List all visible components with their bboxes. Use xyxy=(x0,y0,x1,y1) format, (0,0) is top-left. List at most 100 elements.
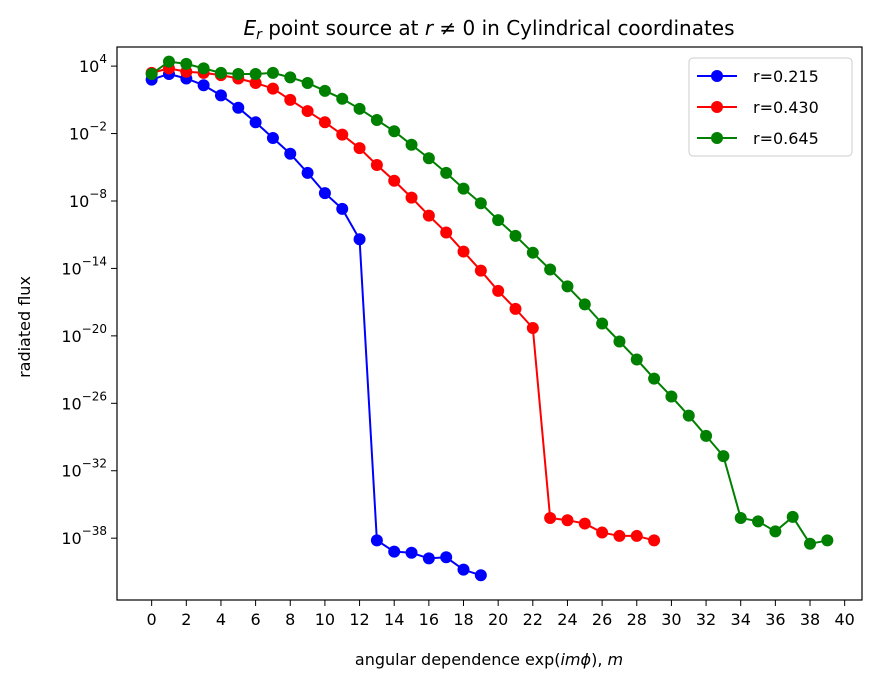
y-tick-label: 10−14 xyxy=(61,254,107,278)
data-point xyxy=(561,280,574,293)
x-tick-label: 6 xyxy=(251,610,261,629)
data-point xyxy=(457,182,470,195)
y-tick-label: 104 xyxy=(79,52,107,76)
x-tick-label: 24 xyxy=(557,610,577,629)
data-point xyxy=(336,202,349,215)
data-point xyxy=(613,529,626,542)
y-tick-label: 10−26 xyxy=(61,389,107,413)
x-tick-label: 12 xyxy=(349,610,369,629)
y-tick-label: 10−32 xyxy=(61,457,107,481)
data-point xyxy=(405,546,418,559)
x-tick-label: 10 xyxy=(315,610,335,629)
data-point xyxy=(492,214,505,227)
x-tick-label: 36 xyxy=(765,610,785,629)
data-point xyxy=(249,67,262,80)
y-tick-label: 10−38 xyxy=(61,524,107,548)
y-tick-label: 10−2 xyxy=(69,120,107,144)
legend-label: r=0.215 xyxy=(753,67,819,86)
series-line-2 xyxy=(151,60,828,545)
data-point xyxy=(630,529,643,542)
data-point xyxy=(232,67,245,80)
data-point xyxy=(249,116,262,129)
x-tick-label: 38 xyxy=(800,610,820,629)
data-point xyxy=(318,187,331,200)
data-point xyxy=(578,298,591,311)
data-point xyxy=(388,174,401,187)
data-point xyxy=(284,93,297,106)
x-tick-label: 0 xyxy=(147,610,157,629)
x-tick-label: 16 xyxy=(419,610,439,629)
data-point xyxy=(596,317,609,330)
data-point xyxy=(561,514,574,527)
y-tick-label: 10−20 xyxy=(61,322,107,346)
x-tick-label: 2 xyxy=(181,610,191,629)
x-tick-label: 4 xyxy=(216,610,226,629)
x-tick-label: 34 xyxy=(731,610,751,629)
data-point xyxy=(509,302,522,315)
data-point xyxy=(474,264,487,277)
data-point xyxy=(249,76,262,89)
x-tick-label: 30 xyxy=(661,610,681,629)
data-point xyxy=(752,515,765,528)
data-point xyxy=(214,66,227,79)
data-point xyxy=(769,525,782,538)
data-point xyxy=(717,450,730,463)
data-point xyxy=(422,209,435,222)
data-point xyxy=(284,71,297,84)
data-point xyxy=(353,102,366,115)
data-point xyxy=(440,226,453,239)
data-point xyxy=(440,551,453,564)
data-point xyxy=(232,101,245,114)
x-axis-label: angular dependence exp(imϕ), m xyxy=(355,650,623,669)
y-axis-label: radiated flux xyxy=(15,276,34,378)
data-point xyxy=(318,116,331,129)
x-tick-label: 28 xyxy=(627,610,647,629)
y-axis: 104 10−2 10−8 10−14 10−20 10−26 10−32 10−38 xyxy=(61,52,117,548)
data-point xyxy=(180,57,193,70)
data-point xyxy=(648,372,661,385)
data-point xyxy=(197,79,210,92)
data-point xyxy=(804,537,817,550)
data-point xyxy=(266,132,279,145)
data-point xyxy=(682,409,695,422)
data-point xyxy=(474,197,487,210)
data-point xyxy=(214,89,227,102)
data-point xyxy=(509,229,522,242)
x-tick-label: 26 xyxy=(592,610,612,629)
legend-label: r=0.645 xyxy=(753,129,819,148)
data-point xyxy=(388,545,401,558)
plot-frame xyxy=(116,46,863,601)
data-point xyxy=(336,92,349,105)
legend-marker xyxy=(711,132,723,144)
data-point xyxy=(266,82,279,95)
x-tick-label: 18 xyxy=(453,610,473,629)
legend-marker xyxy=(711,101,723,113)
data-point xyxy=(630,353,643,366)
data-point xyxy=(422,552,435,565)
x-tick-label: 20 xyxy=(488,610,508,629)
legend-marker xyxy=(711,70,723,82)
data-point xyxy=(665,390,678,403)
data-point xyxy=(526,321,539,334)
legend-box xyxy=(688,57,853,157)
data-point xyxy=(162,55,175,68)
data-point xyxy=(457,245,470,258)
data-point xyxy=(578,517,591,530)
data-point xyxy=(388,125,401,138)
data-point xyxy=(197,62,210,75)
x-axis: 0 2 4 6 8 10 12 14 16 18 20 22 24 26 28 30 32 34 36 38 40 xyxy=(147,600,855,629)
series-line-0 xyxy=(151,72,482,577)
plot-area xyxy=(145,55,834,582)
data-point xyxy=(353,233,366,246)
data-point xyxy=(266,66,279,79)
data-point xyxy=(613,335,626,348)
x-tick-label: 22 xyxy=(523,610,543,629)
data-point xyxy=(648,534,661,547)
data-point xyxy=(301,76,314,89)
chart-title: Er point source at r ≠ 0 in Cylindrical … xyxy=(243,16,734,43)
y-tick-label: 10−8 xyxy=(69,187,107,211)
data-point xyxy=(544,511,557,524)
data-point xyxy=(700,429,713,442)
data-point xyxy=(370,114,383,127)
